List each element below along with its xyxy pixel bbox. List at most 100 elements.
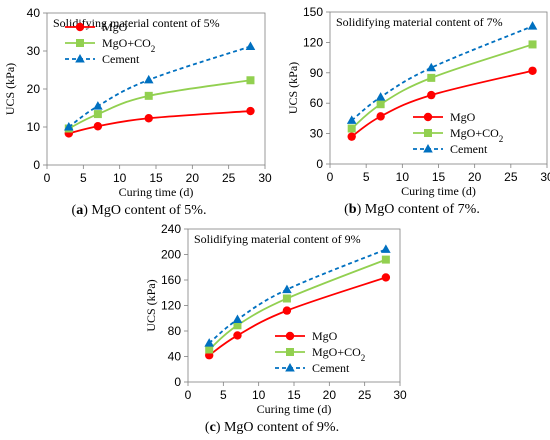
y-tick-label: 120 <box>303 35 323 49</box>
x-tick-label: 20 <box>323 388 337 402</box>
x-tick-label: 25 <box>504 170 518 184</box>
data-point <box>376 100 385 109</box>
series-line <box>351 25 533 122</box>
y-tick-label: 0 <box>33 158 40 172</box>
data-point <box>93 101 103 110</box>
y-axis-label: UCS (kPa) <box>144 279 158 331</box>
series-line <box>351 69 533 138</box>
legend-marker <box>75 22 85 32</box>
legend-label: Cement <box>102 52 140 66</box>
x-tick-label: 25 <box>358 388 372 402</box>
data-point <box>427 90 436 100</box>
panel-label: a <box>76 203 83 218</box>
caption-text: ) MgO content of 7%. <box>357 202 480 217</box>
legend-label: MgO <box>102 20 128 34</box>
panel-label: b <box>349 202 357 217</box>
legend-subscript: 2 <box>151 44 156 54</box>
series-line <box>208 276 387 356</box>
x-tick-label: 15 <box>287 388 301 402</box>
x-tick-label: 15 <box>149 171 163 185</box>
panel-label-paren: ( <box>72 203 77 218</box>
legend-marker <box>285 363 295 372</box>
chart-annotation: Solidifying material content of 7% <box>336 15 503 29</box>
y-tick-label: 40 <box>27 6 41 20</box>
data-point <box>246 106 255 116</box>
series-3 <box>204 244 391 347</box>
series-1 <box>205 273 391 360</box>
data-point <box>381 255 390 264</box>
legend-marker <box>75 54 85 63</box>
y-tick-label: 160 <box>161 273 181 287</box>
series-line <box>68 79 251 130</box>
chart-panel-1: 0 10 20 30 40 0 5 10 15 20 25 30 Curing time (d) UCS … <box>3 6 272 218</box>
series-2 <box>205 255 390 354</box>
data-point <box>233 331 242 340</box>
legend-label: MgO+CO2 <box>312 345 365 363</box>
x-tick-label: 15 <box>432 170 446 184</box>
legend-marker <box>76 39 84 47</box>
x-axis-label: Curing time (d) <box>257 402 332 416</box>
legend-marker <box>423 112 433 122</box>
chart-panel-3: 0 40 80 120 160 200 240 0 5 10 15 20 25 30 Curing time… <box>144 222 407 435</box>
legend-subscript: 2 <box>499 134 504 144</box>
x-tick-label: 30 <box>258 171 272 185</box>
y-axis-label: UCS (kPa) <box>3 63 17 115</box>
data-point <box>282 284 292 294</box>
data-point <box>347 124 356 133</box>
plot-frame <box>46 12 266 166</box>
data-point <box>246 76 255 85</box>
panel-caption: (b) MgO content of 7%. <box>344 202 480 217</box>
data-point <box>375 92 386 101</box>
series-line <box>208 248 387 344</box>
y-tick-label: 90 <box>310 66 324 80</box>
legend-subscript: 2 <box>361 353 366 363</box>
panel-label-paren: ( <box>205 420 210 435</box>
series-2 <box>347 40 537 133</box>
x-tick-label: 20 <box>186 171 200 185</box>
y-tick-label: 200 <box>161 248 181 262</box>
data-point <box>381 273 391 282</box>
plot-frame <box>329 11 548 165</box>
plot-frame <box>187 228 401 383</box>
series-line <box>208 258 387 351</box>
x-tick-label: 25 <box>222 171 236 185</box>
data-point <box>528 40 537 49</box>
series-line <box>351 43 533 130</box>
y-tick-label: 80 <box>168 324 182 338</box>
data-point <box>144 91 153 100</box>
series-1 <box>64 106 255 138</box>
x-tick-label: 20 <box>468 170 482 184</box>
data-point <box>528 66 537 75</box>
x-axis-label: Curing time (d) <box>119 185 194 199</box>
data-point <box>427 73 436 82</box>
y-tick-label: 10 <box>27 120 41 134</box>
x-tick-label: 5 <box>80 171 87 185</box>
data-point <box>346 115 357 124</box>
panel-caption: (a) MgO content of 5%. <box>72 203 207 218</box>
y-tick-label: 0 <box>316 157 323 171</box>
y-tick-label: 40 <box>168 350 182 364</box>
series-3 <box>346 21 538 124</box>
y-axis-label: UCS (kPa) <box>286 62 300 114</box>
series-3 <box>64 41 256 131</box>
y-tick-label: 30 <box>310 127 324 141</box>
legend-marker <box>423 144 433 153</box>
data-point <box>204 338 214 347</box>
y-tick-label: 120 <box>161 299 181 313</box>
caption-text: ) MgO content of 9%. <box>216 420 339 435</box>
data-point <box>347 132 356 141</box>
panel-label-paren: ( <box>344 202 349 217</box>
data-point <box>232 314 243 324</box>
data-point <box>64 122 74 131</box>
legend-label: MgO <box>312 329 338 343</box>
data-point <box>144 114 153 123</box>
y-tick-label: 20 <box>27 82 41 96</box>
panel-caption: (c) MgO content of 9%. <box>205 420 339 435</box>
series-1 <box>347 66 537 141</box>
x-tick-label: 5 <box>220 388 227 402</box>
data-point <box>245 41 256 50</box>
data-point <box>282 306 292 315</box>
x-tick-label: 0 <box>44 171 51 185</box>
legend-marker <box>424 129 432 137</box>
